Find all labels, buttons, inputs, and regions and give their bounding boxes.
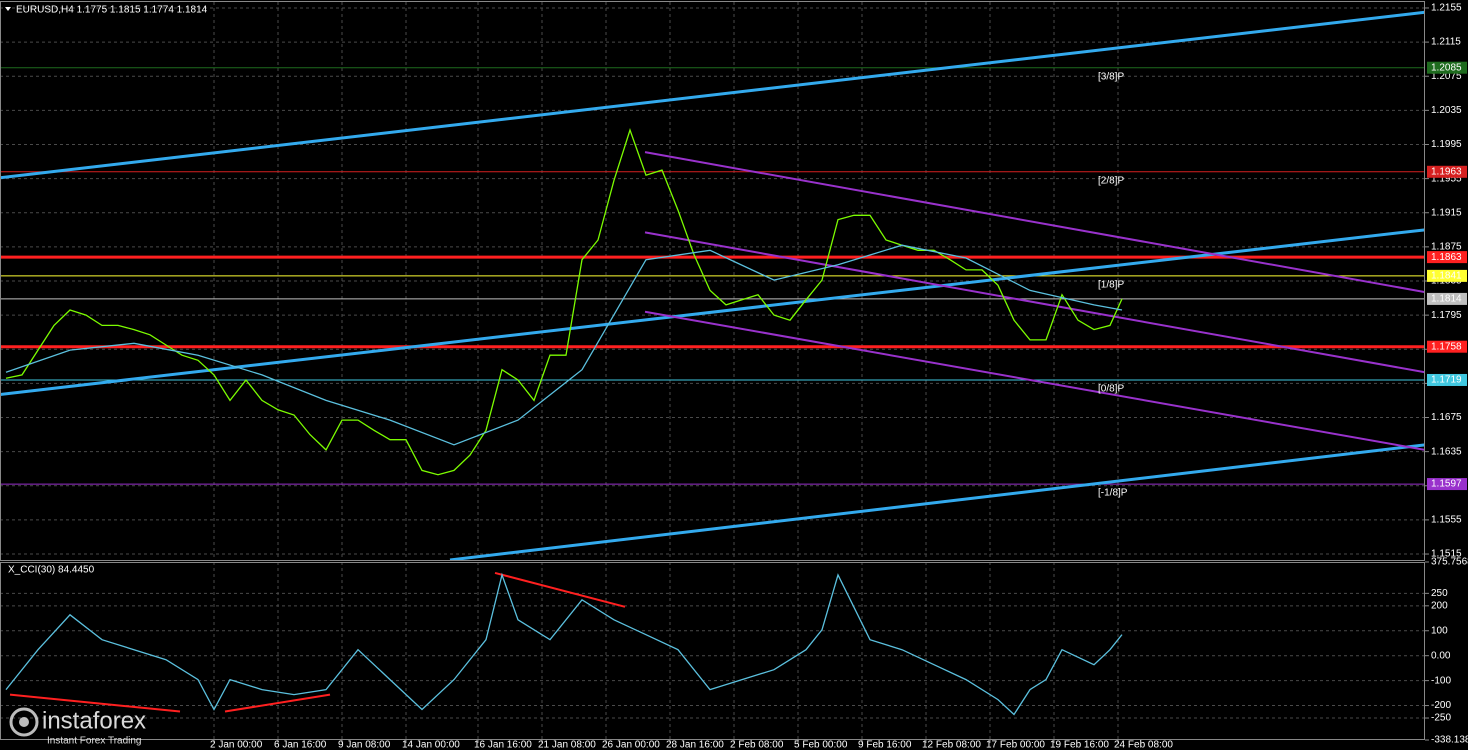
price-tag [1427,340,1467,353]
x-tick-label: 16 Jan 16:00 [474,740,532,750]
x-tick-label: 9 Feb 16:00 [858,740,912,750]
panel [0,2,1425,560]
price-tag [1427,478,1467,491]
y-tick-label: 1.1675 [1431,412,1462,423]
price-line [5,244,1123,446]
price-tag-label: 1.1814 [1431,294,1462,305]
y-tick-label: 1.1915 [1431,207,1462,218]
price-tag-label: 1.1758 [1431,341,1462,352]
watermark: instaforex Instant Forex Trading [9,707,146,747]
y-tick-label: 1.2155 [1431,3,1462,14]
watermark-icon-core [19,717,29,727]
price-tag [1427,165,1467,178]
level-label: [3/8]P [1098,71,1124,82]
y-tick-label: 1.2035 [1431,105,1462,116]
trend-line [9,693,181,713]
price-tag [1427,373,1467,386]
watermark-title: instaforex [42,707,146,734]
y-tick-label: 1.1555 [1431,515,1462,526]
trend-line [0,10,1425,180]
watermark-subtitle: Instant Forex Trading [47,736,142,747]
level-label: [1/8]P [1098,280,1124,291]
panel-title: EURUSD,H4 1.1775 1.1815 1.1774 1.1814 [16,5,208,16]
x-tick-label: 2 Feb 08:00 [730,740,784,750]
y-tick-label: -200 [1431,700,1451,711]
y-tick-label: -338.138 [1431,735,1468,746]
level-label: [-1/8]P [1098,488,1128,499]
price-tag-label: 1.1719 [1431,375,1462,386]
cci-frame [0,562,1425,740]
price-tag [1427,269,1467,282]
trend-line [644,151,1425,294]
trend-line [644,310,1425,451]
y-tick-label: 1.2115 [1431,37,1461,48]
x-tick-label: 14 Jan 00:00 [402,740,460,750]
price-tag-label: 1.1863 [1431,252,1462,263]
y-tick-label: 0.00 [1431,650,1451,661]
price-tag [1427,61,1467,74]
y-tick-label: 1.1795 [1431,310,1462,321]
trend-line [224,693,331,713]
x-tick-label: 24 Feb 08:00 [1114,740,1173,750]
main-frame [0,1,1425,561]
y-tick-label: 1.1515 [1431,549,1462,560]
x-tick-label: 19 Feb 16:00 [1050,740,1109,750]
y-tick-label: 1.1995 [1431,139,1462,150]
trend-line [449,443,1425,560]
x-tick-label: 2 Jan 00:00 [210,740,263,750]
price-line [5,127,1123,476]
watermark-icon [9,707,39,737]
x-tick-label: 26 Jan 00:00 [602,740,660,750]
panel [0,562,1425,740]
y-tick-label: 1.1955 [1431,173,1462,184]
x-tick-label: 17 Feb 00:00 [986,740,1045,750]
x-tick-label: 9 Jan 08:00 [338,740,391,750]
trend-line [644,231,1425,374]
x-tick-label: 12 Feb 08:00 [922,740,981,750]
y-tick-label: -100 [1431,675,1451,686]
y-tick-label: 250 [1431,588,1448,599]
x-tick-label: 28 Jan 16:00 [666,740,724,750]
y-tick-label: -250 [1431,713,1451,724]
x-tick-label: 5 Feb 00:00 [794,740,848,750]
price-tag [1427,292,1467,305]
price-tag-label: 1.2085 [1431,62,1462,73]
y-tick-label: 375.7568 [1431,557,1468,568]
panel-title: X_CCI(30) 84.4450 [8,565,95,576]
x-tick-label: 21 Jan 08:00 [538,740,596,750]
y-tick-label: 1.1635 [1431,446,1462,457]
price-tag-label: 1.1841 [1431,271,1462,282]
trend-line [494,571,626,608]
menu-arrow [5,7,11,11]
x-tick-label: 6 Jan 16:00 [274,740,327,750]
level-label: [0/8]P [1098,384,1124,395]
price-tag [1427,251,1467,264]
y-tick-label: 100 [1431,625,1448,636]
price-line [5,572,1123,716]
y-tick-label: 1.1875 [1431,242,1462,253]
price-tag-label: 1.1963 [1431,166,1462,177]
y-tick-label: 1.2075 [1431,71,1462,82]
y-tick-label: 200 [1431,600,1448,611]
price-tag-label: 1.1597 [1431,479,1462,490]
level-label: [2/8]P [1098,175,1124,186]
